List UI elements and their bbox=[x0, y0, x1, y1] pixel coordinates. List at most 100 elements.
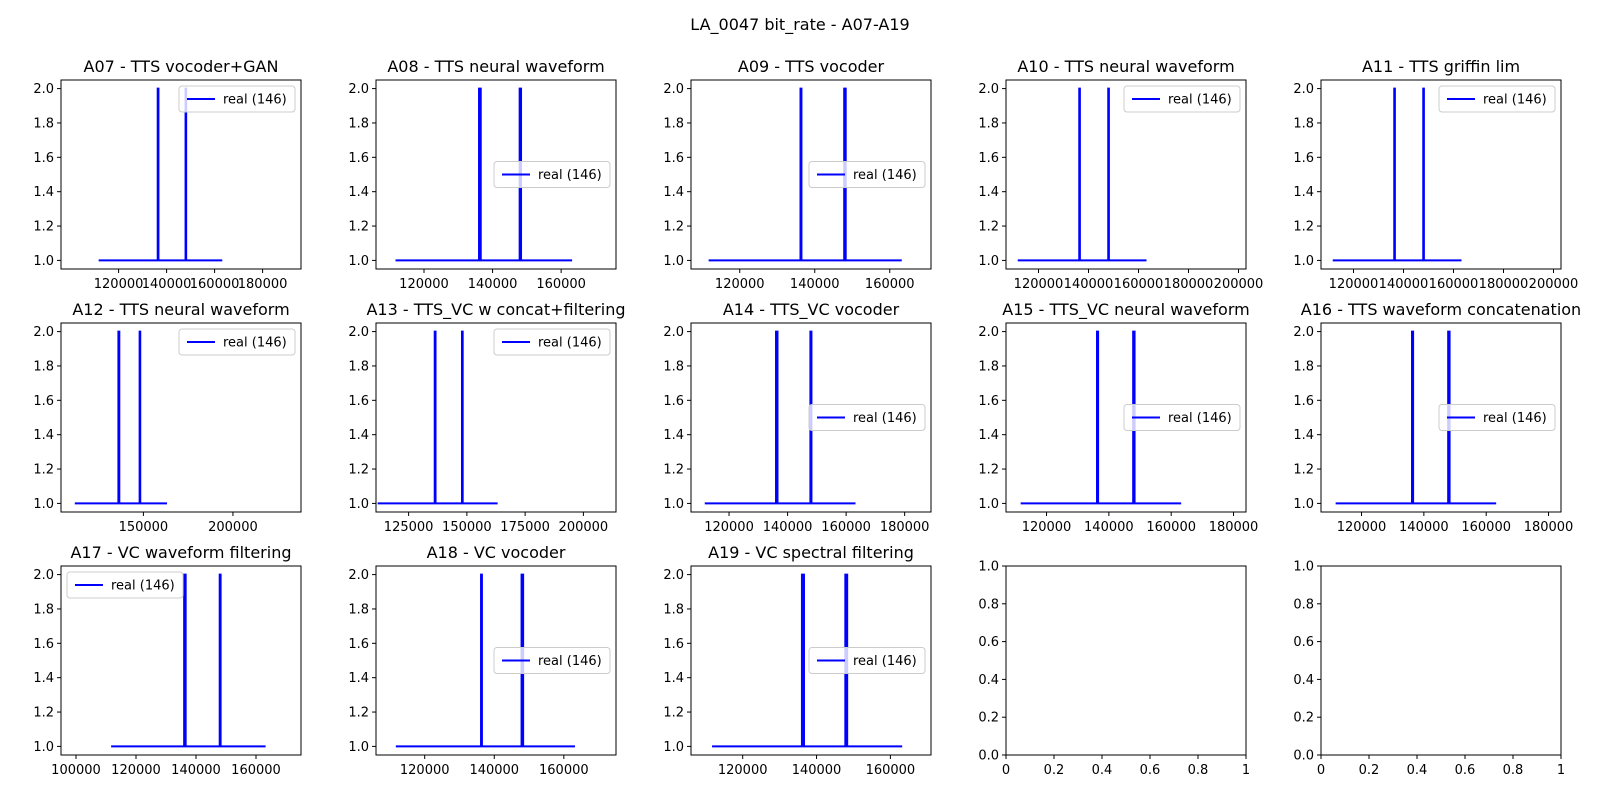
x-tick-label: 140000 bbox=[763, 520, 813, 535]
subplot-14: 0 0.2 0.4 0.6 0.8 1 0.0 0.2 0.4 0.6 0.8 1.0 bbox=[978, 560, 1250, 779]
x-tick-label: 120000 bbox=[715, 277, 765, 292]
series-line-1 bbox=[74, 330, 168, 505]
axes-frame bbox=[375, 79, 617, 270]
y-tick-label: 1.8 bbox=[33, 116, 54, 131]
y-tick-label: 2.0 bbox=[348, 568, 369, 583]
x-tick-label: 180000 bbox=[1164, 277, 1214, 292]
legend: real (146) bbox=[178, 85, 296, 113]
y-tick-label: 0.4 bbox=[978, 673, 999, 688]
subplot-13: A19 - VC spectral filtering 120000 140000 1… bbox=[663, 543, 932, 778]
x-tick-label: 140000 bbox=[1064, 277, 1114, 292]
y-tick-label: 2.0 bbox=[663, 568, 684, 583]
y-tick-label: 1.0 bbox=[33, 740, 54, 755]
y-tick-label: 1.0 bbox=[1293, 560, 1314, 575]
subplot-7: A13 - TTS_VC w concat+filtering 125000 150… bbox=[348, 300, 625, 535]
x-tick-label: 140000 bbox=[792, 763, 842, 778]
x-tick-label: 0 bbox=[1317, 763, 1325, 778]
y-tick-label: 1.2 bbox=[978, 463, 999, 478]
subplot-11: A17 - VC waveform filtering 100000 120000 1… bbox=[33, 543, 302, 778]
x-tick-label: 140000 bbox=[1084, 520, 1134, 535]
x-tick-label: 1 bbox=[1557, 763, 1565, 778]
axes-frame bbox=[690, 565, 932, 756]
x-tick-label: 160000 bbox=[231, 763, 281, 778]
x-tick-label: 200000 bbox=[208, 520, 258, 535]
legend-label: real (146) bbox=[538, 654, 602, 669]
x-tick-label: 180000 bbox=[1479, 277, 1529, 292]
axes-frame bbox=[1320, 79, 1562, 270]
x-tick-label: 160000 bbox=[866, 763, 916, 778]
y-tick-label: 2.0 bbox=[33, 568, 54, 583]
x-tick-label: 160000 bbox=[821, 520, 871, 535]
axes-frame bbox=[375, 322, 617, 513]
subplot-title: A15 - TTS_VC neural waveform bbox=[1002, 300, 1249, 320]
x-tick-label: 0.4 bbox=[1407, 763, 1428, 778]
y-tick-label: 1.2 bbox=[33, 706, 54, 721]
axes-frame bbox=[60, 322, 302, 513]
axes-frame bbox=[60, 565, 302, 756]
subplot-4: A10 - TTS neural waveform 120000 140000 160… bbox=[978, 57, 1263, 292]
subplot-title: A11 - TTS griffin lim bbox=[1362, 57, 1520, 76]
y-tick-label: 1.2 bbox=[663, 220, 684, 235]
x-tick-label: 120000 bbox=[1329, 277, 1379, 292]
legend-frame bbox=[1123, 85, 1241, 113]
x-tick-label: 120000 bbox=[1014, 277, 1064, 292]
x-tick-label: 160000 bbox=[1146, 520, 1196, 535]
axes-frame bbox=[375, 565, 617, 756]
legend: real (146) bbox=[66, 571, 184, 599]
y-tick-label: 1.0 bbox=[1293, 497, 1314, 512]
x-tick-label: 120000 bbox=[704, 520, 754, 535]
y-tick-label: 1.0 bbox=[978, 497, 999, 512]
y-tick-label: 2.0 bbox=[1293, 325, 1314, 340]
x-tick-label: 175000 bbox=[500, 520, 550, 535]
y-tick-label: 0.8 bbox=[1293, 597, 1314, 612]
subplot-10: A16 - TTS waveform concatenation 120000 14… bbox=[1293, 300, 1581, 535]
y-tick-label: 1.0 bbox=[663, 497, 684, 512]
y-tick-label: 1.0 bbox=[663, 254, 684, 269]
subplot-title: A13 - TTS_VC w concat+filtering bbox=[366, 300, 625, 320]
x-tick-label: 0.2 bbox=[1044, 763, 1065, 778]
y-tick-label: 1.8 bbox=[663, 116, 684, 131]
x-tick-label: 140000 bbox=[469, 763, 519, 778]
x-tick-label: 120000 bbox=[94, 277, 144, 292]
subplot-title: A14 - TTS_VC vocoder bbox=[723, 300, 900, 320]
y-tick-label: 0.8 bbox=[978, 597, 999, 612]
x-tick-label: 125000 bbox=[384, 520, 434, 535]
x-tick-label: 140000 bbox=[142, 277, 192, 292]
legend: real (146) bbox=[1438, 85, 1556, 113]
y-tick-label: 1.6 bbox=[348, 151, 369, 166]
y-tick-label: 1.4 bbox=[663, 671, 684, 686]
subplot-6: A12 - TTS neural waveform 150000 200000 1.0… bbox=[33, 300, 302, 535]
y-tick-label: 1.0 bbox=[663, 740, 684, 755]
legend: real (146) bbox=[1123, 85, 1241, 113]
axes-frame bbox=[690, 322, 932, 513]
axes-frame bbox=[1005, 322, 1247, 513]
y-tick-label: 1.4 bbox=[33, 428, 54, 443]
legend-label: real (146) bbox=[1168, 411, 1232, 426]
subplot-title: A19 - VC spectral filtering bbox=[708, 543, 914, 562]
y-tick-label: 1.0 bbox=[348, 254, 369, 269]
y-tick-label: 0.0 bbox=[1293, 749, 1314, 764]
subplot-12: A18 - VC vocoder 120000 140000 160000 1.0 1.2… bbox=[348, 543, 617, 778]
y-tick-label: 0.4 bbox=[1293, 673, 1314, 688]
y-tick-label: 1.2 bbox=[348, 463, 369, 478]
y-tick-label: 1.6 bbox=[978, 394, 999, 409]
legend: real (146) bbox=[178, 328, 296, 356]
y-tick-label: 1.8 bbox=[663, 359, 684, 374]
y-tick-label: 1.8 bbox=[663, 602, 684, 617]
y-tick-label: 1.6 bbox=[348, 394, 369, 409]
x-tick-label: 180000 bbox=[238, 277, 288, 292]
y-tick-label: 1.0 bbox=[978, 254, 999, 269]
legend-label: real (146) bbox=[223, 93, 287, 108]
y-tick-label: 1.8 bbox=[348, 359, 369, 374]
y-tick-label: 1.4 bbox=[1293, 428, 1314, 443]
subplot-title: A16 - TTS waveform concatenation bbox=[1301, 300, 1581, 319]
y-tick-label: 1.0 bbox=[1293, 254, 1314, 269]
y-tick-label: 2.0 bbox=[348, 82, 369, 97]
legend-label: real (146) bbox=[1483, 411, 1547, 426]
x-tick-label: 0.6 bbox=[1455, 763, 1476, 778]
axes-frame bbox=[1320, 322, 1562, 513]
x-tick-label: 140000 bbox=[790, 277, 840, 292]
legend-frame bbox=[178, 328, 296, 356]
legend-label: real (146) bbox=[1168, 93, 1232, 108]
